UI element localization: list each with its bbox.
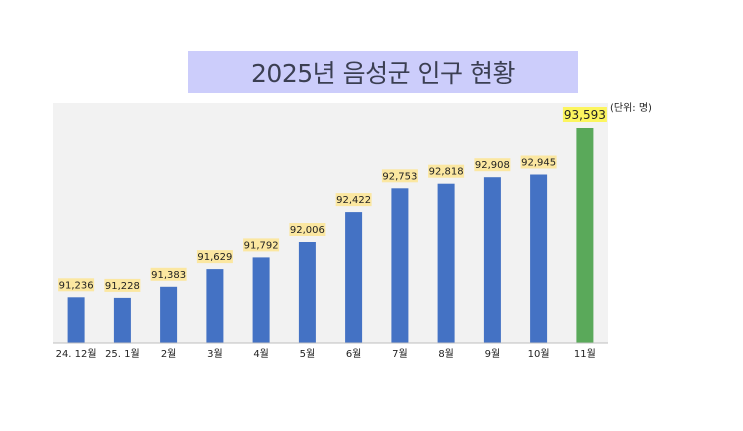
data-label-bg-5 <box>289 223 326 236</box>
data-label-0: 91,236 <box>58 278 95 292</box>
data-label-6: 92,422 <box>335 193 372 207</box>
data-label-bg-3 <box>196 250 233 264</box>
x-tick-label-8: 8월 <box>438 348 454 360</box>
bar-7 <box>391 188 409 343</box>
bar-8 <box>437 183 455 343</box>
bar-1 <box>113 297 131 343</box>
bar-6 <box>345 212 363 343</box>
x-tick-label-9: 9월 <box>485 348 501 360</box>
x-tick-label-5: 5월 <box>300 348 316 360</box>
x-tick-label-0: 24. 12월 <box>56 348 97 360</box>
bar-4 <box>252 257 270 343</box>
data-label-4: 91,792 <box>243 238 280 252</box>
bar-3 <box>206 269 224 343</box>
bar-10 <box>530 174 548 343</box>
plot-area <box>53 103 608 343</box>
data-label-text-5: 92,006 <box>290 225 325 236</box>
data-label-bg-7 <box>381 169 418 183</box>
chart-title: 2025년 음성군 인구 현황 <box>188 51 578 93</box>
data-label-text-6: 92,422 <box>336 195 371 206</box>
data-label-text-7: 92,753 <box>382 171 417 182</box>
data-label-bg-1 <box>104 278 141 292</box>
bar-0 <box>67 297 85 343</box>
x-tick-label-7: 7월 <box>392 348 408 360</box>
data-label-bg-9 <box>474 158 511 172</box>
data-label-text-11: 93,593 <box>564 108 606 122</box>
x-tick-label-6: 6월 <box>346 348 362 360</box>
data-label-text-0: 91,236 <box>59 280 94 291</box>
data-label-text-4: 91,792 <box>244 240 279 251</box>
data-label-text-3: 91,629 <box>197 252 232 263</box>
bar-2 <box>160 286 178 343</box>
unit-label: (단위: 명) <box>610 103 652 114</box>
x-tick-label-3: 3월 <box>207 348 223 360</box>
data-label-bg-8 <box>428 164 465 178</box>
data-label-7: 92,753 <box>381 169 418 183</box>
x-tick-label-2: 2월 <box>161 348 177 360</box>
data-label-bg-6 <box>335 193 372 207</box>
x-tick-label-11: 11월 <box>574 348 596 360</box>
data-label-text-1: 91,228 <box>105 281 140 292</box>
data-label-bg-4 <box>243 238 280 252</box>
data-label-bg-10 <box>520 155 557 169</box>
bar-11 <box>576 128 594 343</box>
data-label-8: 92,818 <box>428 164 465 178</box>
data-label-text-2: 91,383 <box>151 270 186 281</box>
data-label-bg-0 <box>58 278 95 292</box>
data-label-3: 91,629 <box>196 250 233 264</box>
data-label-text-8: 92,818 <box>429 167 464 178</box>
data-label-bg-2 <box>150 267 187 281</box>
data-label-11: 93,593 <box>562 107 607 122</box>
data-label-10: 92,945 <box>520 155 557 169</box>
data-label-text-9: 92,908 <box>475 160 510 171</box>
data-label-1: 91,228 <box>104 278 141 292</box>
bar-9 <box>483 177 501 343</box>
data-label-5: 92,006 <box>289 223 326 236</box>
bar-5 <box>298 242 316 343</box>
x-tick-labels-layer: 24. 12월 25. 1월 2월 3월 4월 5월 6월 7월 8월 9월 10월 11월 <box>56 348 596 360</box>
x-tick-label-1: 25. 1월 <box>105 348 140 360</box>
data-label-text-10: 92,945 <box>521 158 556 169</box>
data-label-9: 92,908 <box>474 158 511 172</box>
bars-layer <box>67 128 594 343</box>
data-label-2: 91,383 <box>150 267 187 281</box>
x-tick-label-10: 10월 <box>528 348 550 360</box>
data-labels-layer: 91,236 91,228 91,383 91,629 91,792 92,006 92,4… <box>58 107 607 292</box>
x-tick-label-4: 4월 <box>253 348 269 360</box>
data-label-bg-11 <box>562 107 607 122</box>
